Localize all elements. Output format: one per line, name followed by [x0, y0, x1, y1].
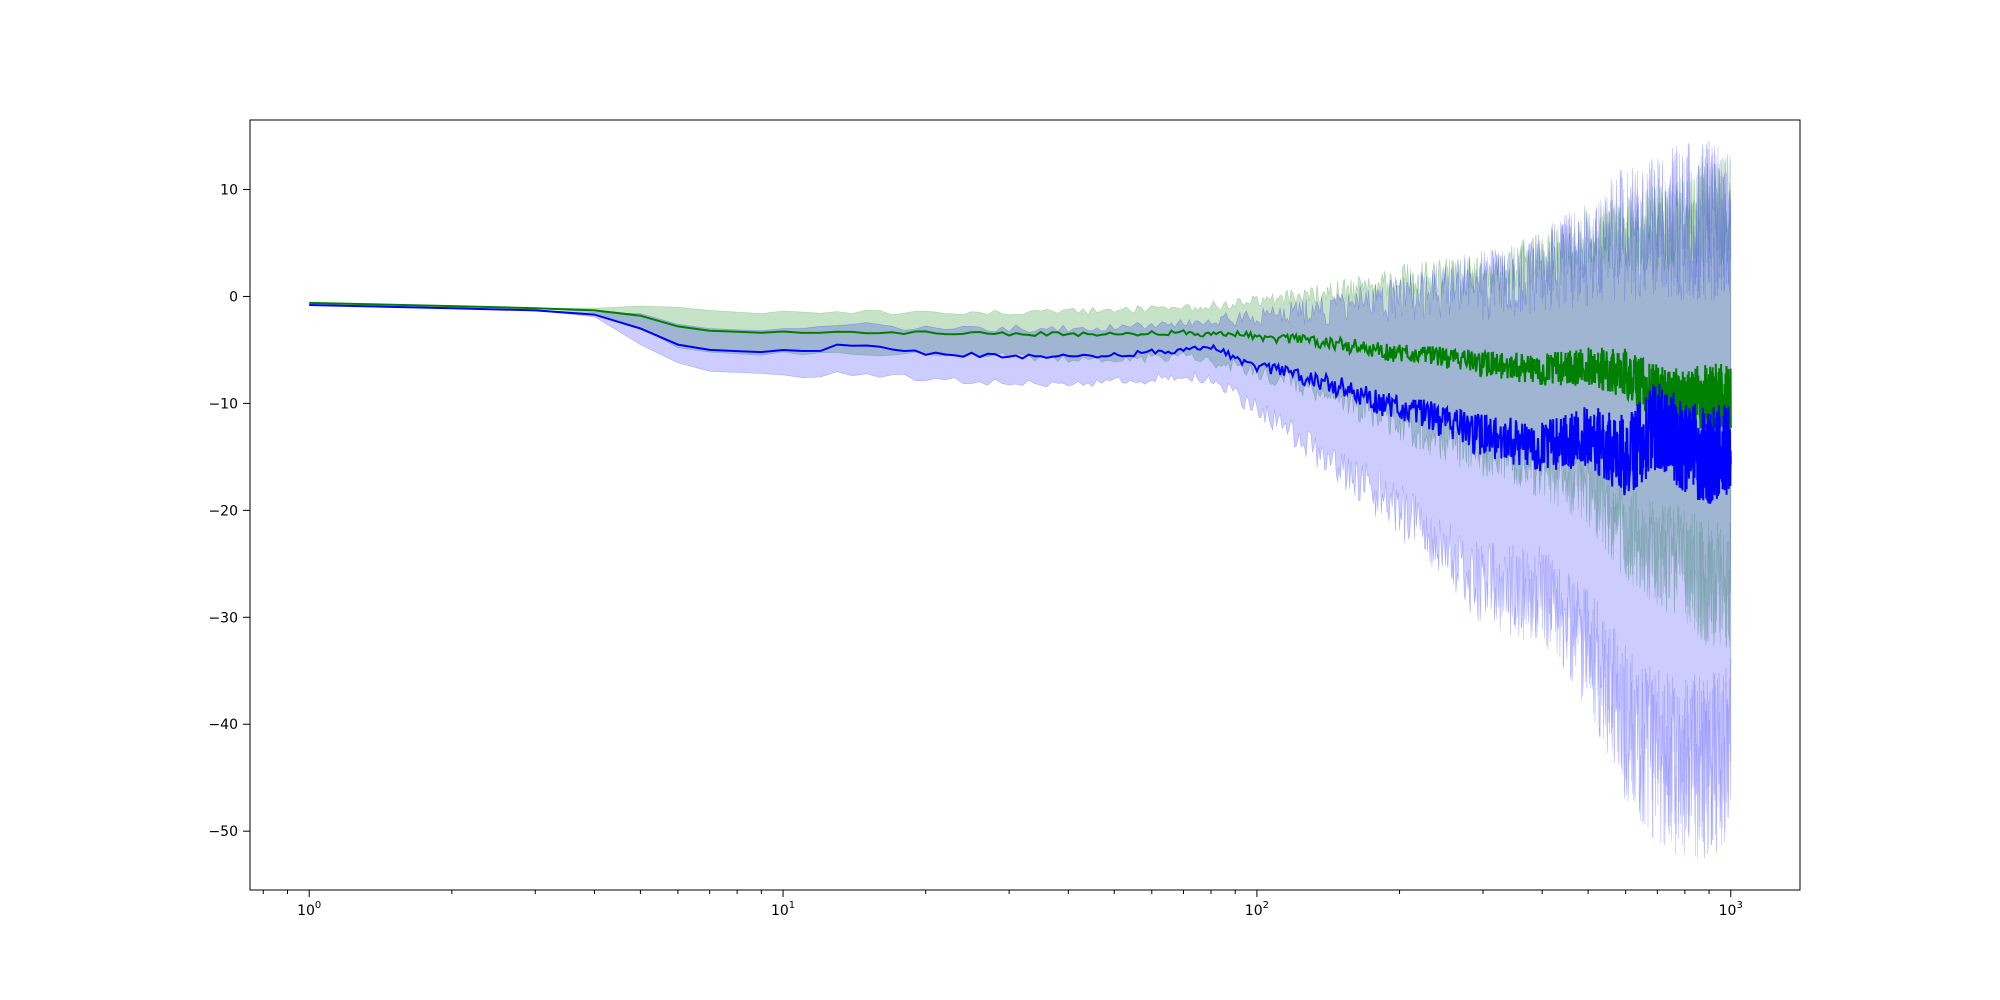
y-tick-label: −20	[208, 503, 238, 519]
y-tick-label: 10	[220, 183, 238, 199]
y-tick-label: −50	[208, 824, 238, 840]
y-tick-label: 0	[229, 289, 238, 305]
y-axis: 10 0 −10 −20 −30 −40 −50	[208, 183, 250, 840]
x-tick-label: 103	[1719, 900, 1743, 919]
series-0-line	[309, 301, 1732, 432]
x-tick-label: 100	[297, 900, 321, 919]
x-tick-label: 102	[1245, 900, 1269, 919]
series-1-line	[309, 304, 1732, 504]
x-tick-label: 101	[771, 900, 795, 919]
y-tick-label: −30	[208, 610, 238, 626]
x-axis: 100 101 102 103	[262, 890, 1743, 919]
plot-area	[309, 141, 1732, 859]
y-tick-label: −40	[208, 717, 238, 733]
axes-frame	[249, 119, 1801, 891]
y-tick-label: −10	[208, 396, 238, 412]
